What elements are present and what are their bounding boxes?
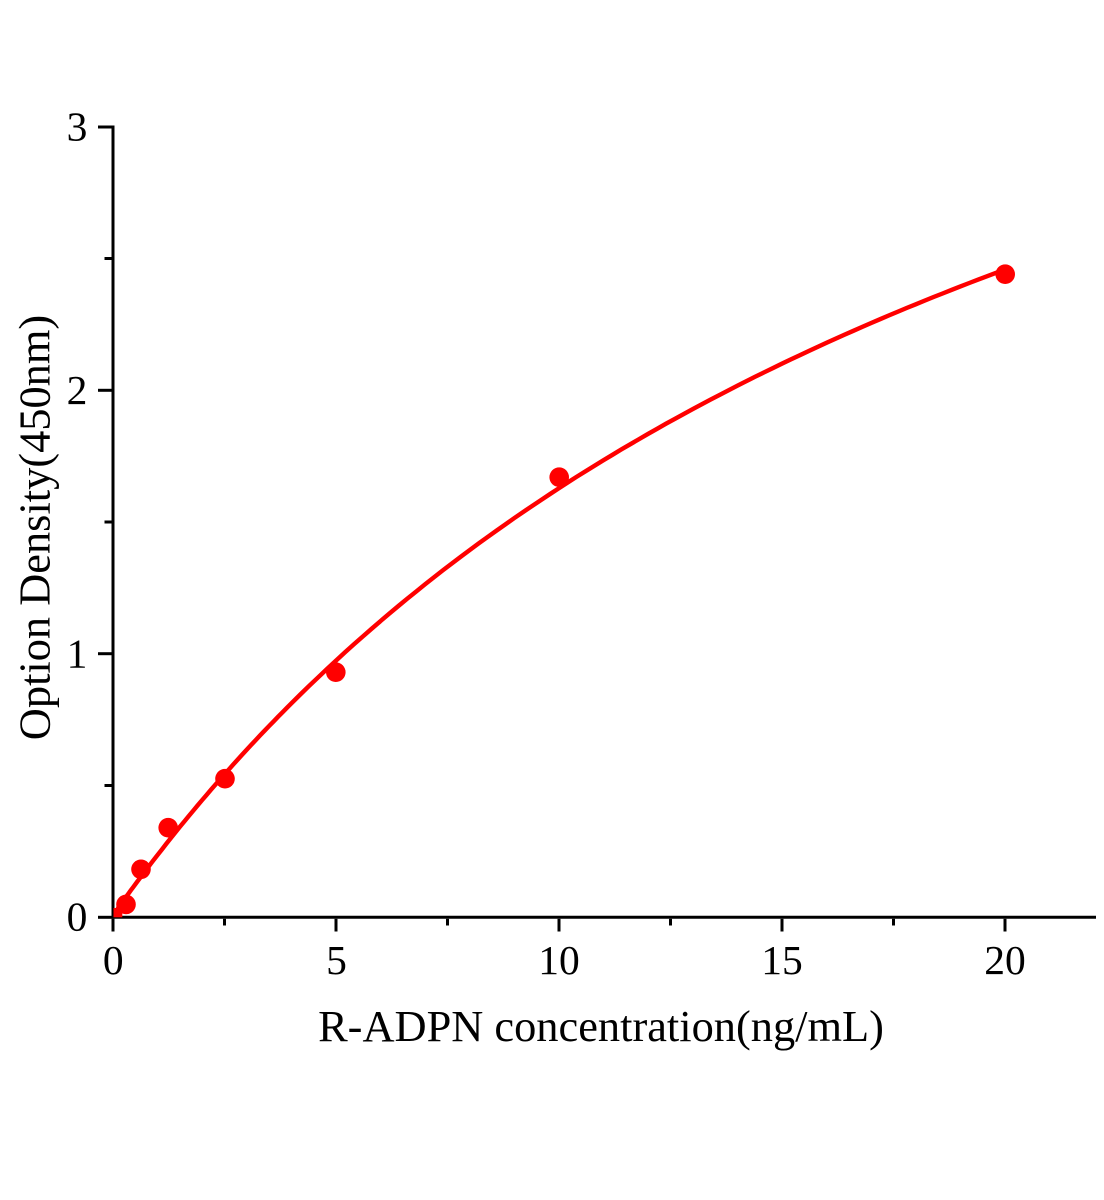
- svg-text:20: 20: [984, 937, 1026, 983]
- svg-text:15: 15: [761, 937, 803, 983]
- svg-text:3: 3: [67, 104, 88, 150]
- svg-text:R-ADPN concentration(ng/mL): R-ADPN concentration(ng/mL): [318, 1001, 884, 1051]
- svg-text:0: 0: [67, 894, 88, 940]
- svg-text:0: 0: [103, 937, 124, 983]
- svg-text:10: 10: [538, 937, 580, 983]
- svg-text:2: 2: [67, 367, 88, 413]
- svg-text:1: 1: [67, 630, 88, 676]
- svg-text:5: 5: [326, 937, 347, 983]
- svg-text:Option Density(450nm): Option Density(450nm): [10, 315, 60, 740]
